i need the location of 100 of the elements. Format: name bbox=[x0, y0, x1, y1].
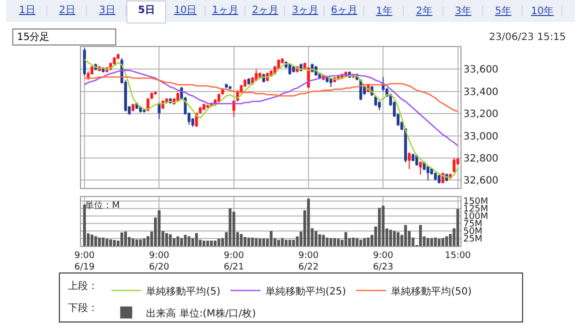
bar bbox=[277, 240, 280, 246]
bar bbox=[109, 239, 112, 246]
text: 2日 bbox=[59, 5, 76, 16]
y-tick-label: 33,200 bbox=[463, 109, 498, 120]
candlestick bbox=[202, 103, 206, 111]
bar bbox=[333, 238, 336, 246]
y-tick-label: 32,800 bbox=[463, 154, 498, 165]
candlestick bbox=[434, 172, 437, 181]
bar bbox=[445, 236, 448, 246]
bar bbox=[228, 208, 232, 246]
bar bbox=[288, 240, 292, 246]
bar bbox=[389, 230, 392, 246]
annotation: 単位：M bbox=[85, 200, 120, 211]
x-tick-label: 9:00 6/20 bbox=[149, 250, 170, 272]
legend-title: 上段： bbox=[68, 280, 98, 292]
text: 3年 bbox=[455, 5, 472, 17]
bar bbox=[419, 224, 422, 246]
bar bbox=[168, 234, 172, 246]
bar bbox=[254, 238, 258, 246]
candlestick bbox=[228, 85, 232, 90]
line-series bbox=[84, 58, 458, 179]
x-tick-label: 15:00 bbox=[444, 250, 472, 261]
bar bbox=[438, 238, 441, 246]
candlestick bbox=[412, 153, 414, 162]
candlestick bbox=[419, 160, 422, 176]
x-tick-label: 9:00 6/23 bbox=[373, 250, 394, 272]
legend-label: 単純移動平均(50) bbox=[391, 285, 472, 298]
bar bbox=[195, 233, 198, 246]
bar bbox=[210, 240, 213, 246]
bar bbox=[247, 238, 250, 246]
x-tick-label: 9:00 6/19 bbox=[74, 250, 95, 272]
legend-label: 単純移動平均(5) bbox=[146, 285, 220, 298]
bar bbox=[284, 240, 288, 246]
bar bbox=[102, 238, 105, 246]
candlestick bbox=[280, 58, 284, 64]
candlestick bbox=[378, 100, 381, 111]
text: 1ヶ月 bbox=[212, 5, 238, 16]
bar bbox=[382, 206, 385, 246]
text: 2ヶ月 bbox=[252, 5, 278, 16]
text: 10日 bbox=[174, 5, 197, 16]
bar bbox=[83, 204, 86, 246]
bar bbox=[94, 236, 98, 246]
bar bbox=[378, 208, 381, 246]
bar bbox=[202, 240, 206, 246]
y-tick-label: 32,600 bbox=[463, 176, 498, 187]
bar bbox=[441, 238, 444, 246]
legend-label: 単純移動平均(25) bbox=[265, 285, 346, 298]
bar bbox=[344, 232, 348, 246]
bar bbox=[124, 232, 127, 246]
candlestick bbox=[158, 102, 161, 120]
bar bbox=[396, 232, 400, 246]
bar bbox=[434, 238, 437, 246]
bar bbox=[404, 224, 407, 246]
text: 3ヶ月 bbox=[292, 5, 318, 16]
text: 23/06/23 15:15 bbox=[489, 32, 566, 43]
text: 5年 bbox=[495, 5, 512, 17]
bar bbox=[172, 238, 176, 246]
bar bbox=[98, 238, 101, 246]
bar bbox=[90, 234, 94, 246]
candlestick bbox=[224, 83, 228, 89]
bar bbox=[132, 238, 134, 246]
bar bbox=[363, 238, 366, 246]
bar bbox=[258, 238, 262, 246]
text: 1年 bbox=[376, 5, 392, 17]
candlestick bbox=[83, 48, 86, 76]
text: 10年 bbox=[531, 5, 554, 17]
bar bbox=[314, 230, 318, 246]
bar bbox=[158, 210, 161, 246]
text: 1日 bbox=[19, 5, 36, 16]
bar bbox=[326, 238, 329, 246]
candlestick bbox=[206, 104, 210, 109]
candlestick bbox=[426, 165, 430, 181]
bar bbox=[352, 238, 355, 246]
y-tick-label: 33,000 bbox=[463, 131, 498, 142]
y-tick-label: 33,600 bbox=[463, 64, 498, 76]
line-series bbox=[84, 76, 458, 112]
bar bbox=[165, 233, 168, 246]
bar bbox=[206, 240, 210, 246]
text: 3日 bbox=[99, 5, 116, 16]
legend-title: 下段： bbox=[68, 302, 98, 314]
y-tick-label: 33,400 bbox=[463, 86, 498, 98]
bar bbox=[188, 236, 190, 246]
candlestick bbox=[292, 65, 295, 74]
bar bbox=[251, 238, 254, 246]
text: 2年 bbox=[416, 5, 432, 17]
candlestick bbox=[247, 78, 250, 86]
bar bbox=[359, 240, 362, 246]
bar bbox=[232, 212, 236, 246]
text: 15分足 bbox=[17, 31, 50, 43]
bar bbox=[139, 239, 142, 246]
bar bbox=[356, 238, 358, 246]
bar bbox=[244, 236, 246, 246]
x-tick-label: 9:00 6/21 bbox=[224, 250, 244, 272]
line-series bbox=[84, 70, 458, 146]
candlestick bbox=[438, 174, 441, 184]
bar bbox=[329, 238, 332, 246]
bar bbox=[105, 238, 108, 246]
candlestick bbox=[154, 90, 157, 96]
bar bbox=[366, 238, 370, 246]
text: 5日 bbox=[138, 5, 155, 16]
